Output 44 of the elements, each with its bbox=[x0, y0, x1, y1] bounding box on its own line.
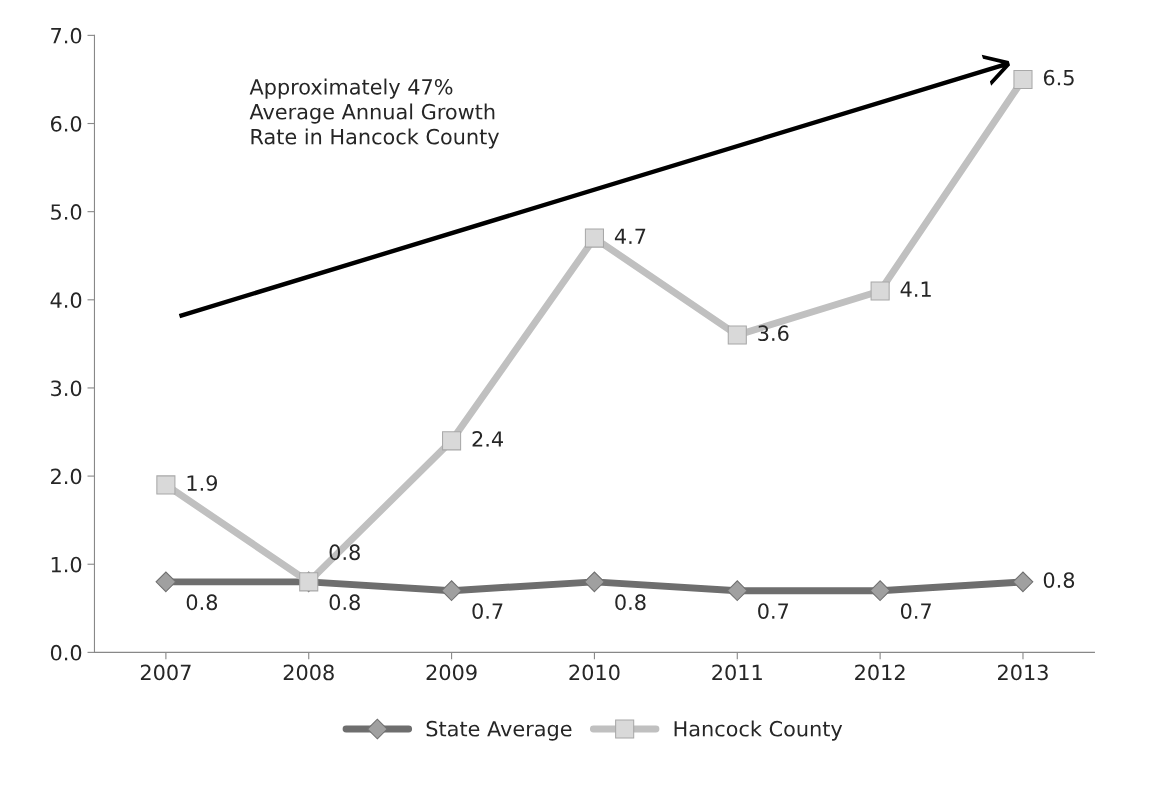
point bbox=[156, 475, 176, 495]
x-tick-label: 2010 bbox=[569, 664, 620, 681]
data-label: 4.1 bbox=[900, 281, 931, 297]
x-tick-label: 2011 bbox=[712, 664, 762, 681]
data-label: 0.7 bbox=[900, 603, 931, 619]
y-tick-label: 1.0 bbox=[51, 556, 82, 573]
annotation: Approximately 47% Average Annual Growth Rate in Hancock County bbox=[249, 78, 500, 149]
data-label: 0.8 bbox=[1043, 572, 1075, 588]
point bbox=[155, 571, 177, 593]
point bbox=[727, 325, 747, 345]
y-tick-label: 4.0 bbox=[50, 292, 82, 309]
y-tick-label: 7.0 bbox=[51, 27, 82, 44]
y-tick-label: 2.0 bbox=[51, 468, 82, 485]
data-label: 4.7 bbox=[614, 228, 646, 244]
point bbox=[441, 580, 462, 602]
y-tick-label: 0.0 bbox=[50, 644, 82, 661]
x-tick-label: 2008 bbox=[283, 664, 334, 681]
data-label: 0.7 bbox=[758, 603, 789, 619]
point bbox=[726, 580, 748, 602]
data-label: 0.8 bbox=[329, 594, 360, 611]
point bbox=[584, 228, 604, 248]
point bbox=[584, 571, 605, 593]
data-label: 0.7 bbox=[472, 603, 503, 619]
point bbox=[1013, 69, 1033, 89]
y-tick-label: 3.0 bbox=[51, 380, 82, 397]
y-tick-label: 5.0 bbox=[51, 204, 82, 220]
data-label: 1.9 bbox=[187, 475, 217, 491]
data-label: 0.8 bbox=[329, 544, 360, 561]
data-label: 2.4 bbox=[472, 431, 503, 447]
y-tick-label: 6.0 bbox=[50, 115, 82, 132]
data-label: 6.5 bbox=[1043, 69, 1074, 86]
legend-label: Hancock County bbox=[674, 720, 843, 741]
x-tick-label: 2007 bbox=[140, 664, 191, 681]
data-label: 0.8 bbox=[615, 594, 646, 611]
data-label: 0.8 bbox=[186, 594, 218, 611]
point bbox=[442, 431, 462, 451]
x-tick-label: 2009 bbox=[426, 664, 477, 681]
x-tick-label: 2013 bbox=[997, 664, 1048, 681]
point bbox=[1012, 571, 1034, 593]
point bbox=[870, 281, 890, 301]
x-tick-label: 2012 bbox=[855, 664, 905, 681]
point bbox=[869, 580, 891, 602]
data-label: 3.6 bbox=[758, 325, 789, 342]
legend-label: State Average bbox=[426, 720, 572, 741]
